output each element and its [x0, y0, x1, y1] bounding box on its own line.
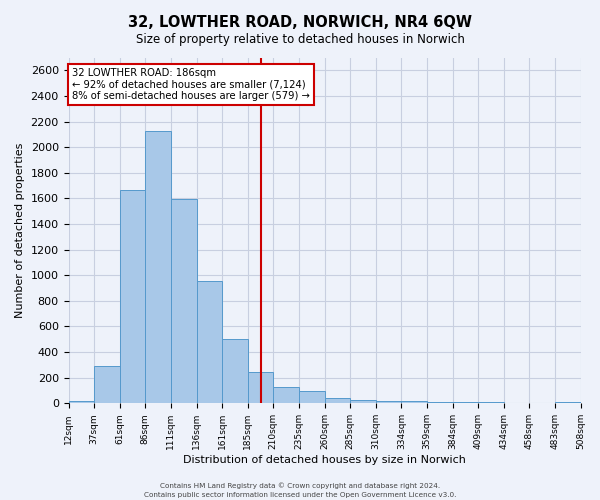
- Bar: [299, 391, 325, 404]
- Bar: [504, 402, 529, 404]
- Bar: [350, 400, 376, 404]
- Text: Contains HM Land Registry data © Crown copyright and database right 2024.: Contains HM Land Registry data © Crown c…: [160, 482, 440, 489]
- Bar: [94, 366, 120, 404]
- Bar: [427, 402, 452, 404]
- Bar: [248, 372, 274, 404]
- Bar: [478, 402, 504, 404]
- Bar: [222, 338, 248, 404]
- Bar: [171, 199, 197, 404]
- Bar: [120, 190, 145, 404]
- Text: 32 LOWTHER ROAD: 186sqm
← 92% of detached houses are smaller (7,124)
8% of semi-: 32 LOWTHER ROAD: 186sqm ← 92% of detache…: [73, 68, 310, 101]
- Y-axis label: Number of detached properties: Number of detached properties: [15, 142, 25, 318]
- Text: Contains public sector information licensed under the Open Government Licence v3: Contains public sector information licen…: [144, 492, 456, 498]
- Text: 32, LOWTHER ROAD, NORWICH, NR4 6QW: 32, LOWTHER ROAD, NORWICH, NR4 6QW: [128, 15, 472, 30]
- Text: Size of property relative to detached houses in Norwich: Size of property relative to detached ho…: [136, 32, 464, 46]
- Bar: [376, 402, 401, 404]
- X-axis label: Distribution of detached houses by size in Norwich: Distribution of detached houses by size …: [183, 455, 466, 465]
- Bar: [555, 402, 581, 404]
- Bar: [145, 130, 171, 404]
- Bar: [452, 402, 478, 404]
- Bar: [68, 401, 94, 404]
- Bar: [197, 281, 222, 404]
- Bar: [325, 398, 350, 404]
- Bar: [274, 388, 299, 404]
- Bar: [401, 401, 427, 404]
